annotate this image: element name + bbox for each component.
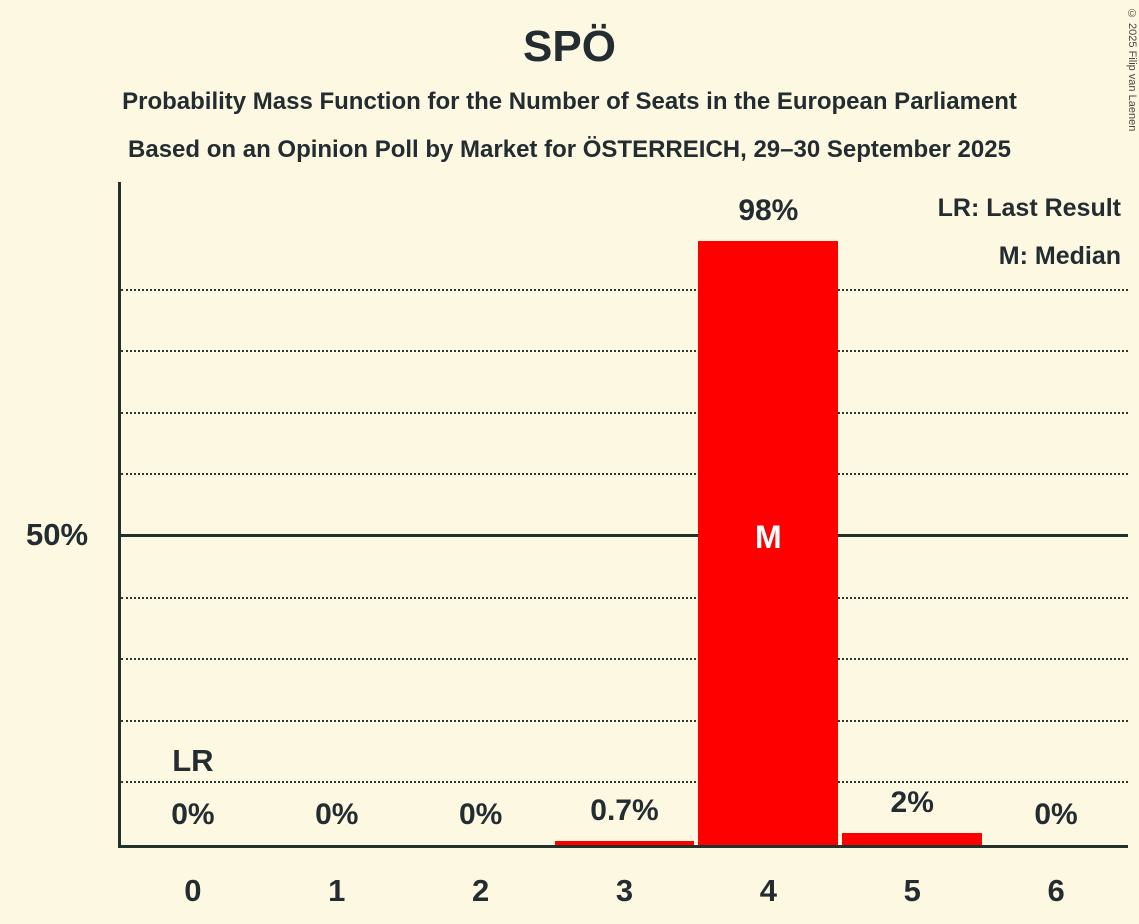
gridline-80: [121, 350, 1128, 353]
copyright-note: © 2025 Filip van Laenen: [1126, 8, 1138, 132]
x-tick-label-6: 6: [1047, 873, 1065, 908]
bar-value-label-1: 0%: [315, 798, 359, 831]
bar-value-label-4: 98%: [738, 194, 799, 228]
x-tick-label-4: 4: [759, 873, 777, 908]
gridline-10: [121, 781, 1128, 784]
y-axis-50-label: 50%: [26, 517, 89, 552]
legend: LR: Last Result M: Median: [938, 184, 1121, 280]
bar-value-label-5: 2%: [890, 785, 934, 819]
x-tick-label-2: 2: [472, 873, 490, 908]
bar-value-label-6: 0%: [1034, 798, 1078, 831]
bar-value-label-2: 0%: [458, 798, 503, 831]
gridline-20: [121, 719, 1128, 722]
bar-seats-5: [842, 832, 983, 845]
legend-median: M: Median: [998, 242, 1121, 270]
bar-value-label-3: 0.7%: [590, 793, 659, 827]
x-tick-label-0: 0: [184, 873, 202, 908]
chart-subtitle-1: Probability Mass Function for the Number…: [122, 88, 1017, 115]
gridline-30: [121, 658, 1128, 661]
gridline-40: [121, 596, 1128, 599]
plot-area: 0% 0 0% 1 0% 2 0.7% 3 98% 4 2% 5 0% 6 M LR: [118, 182, 1128, 908]
bar-seats-4: [698, 241, 839, 845]
x-tick-label-3: 3: [615, 873, 634, 908]
gridline-50: [121, 534, 1128, 537]
gridline-70: [121, 411, 1128, 414]
median-marker: M: [755, 519, 782, 555]
gridline-90: [121, 288, 1128, 291]
chart-title: SPÖ: [523, 22, 616, 71]
last-result-marker: LR: [172, 743, 214, 778]
chart-subtitle-2: Based on an Opinion Poll by Market for Ö…: [128, 136, 1011, 163]
x-tick-label-1: 1: [328, 873, 346, 908]
gridline-60: [121, 473, 1128, 476]
legend-last-result: LR: Last Result: [937, 194, 1121, 222]
bar-seats-3: [554, 840, 695, 845]
x-tick-label-5: 5: [903, 873, 921, 908]
bar-value-label-0: 0%: [171, 798, 215, 831]
